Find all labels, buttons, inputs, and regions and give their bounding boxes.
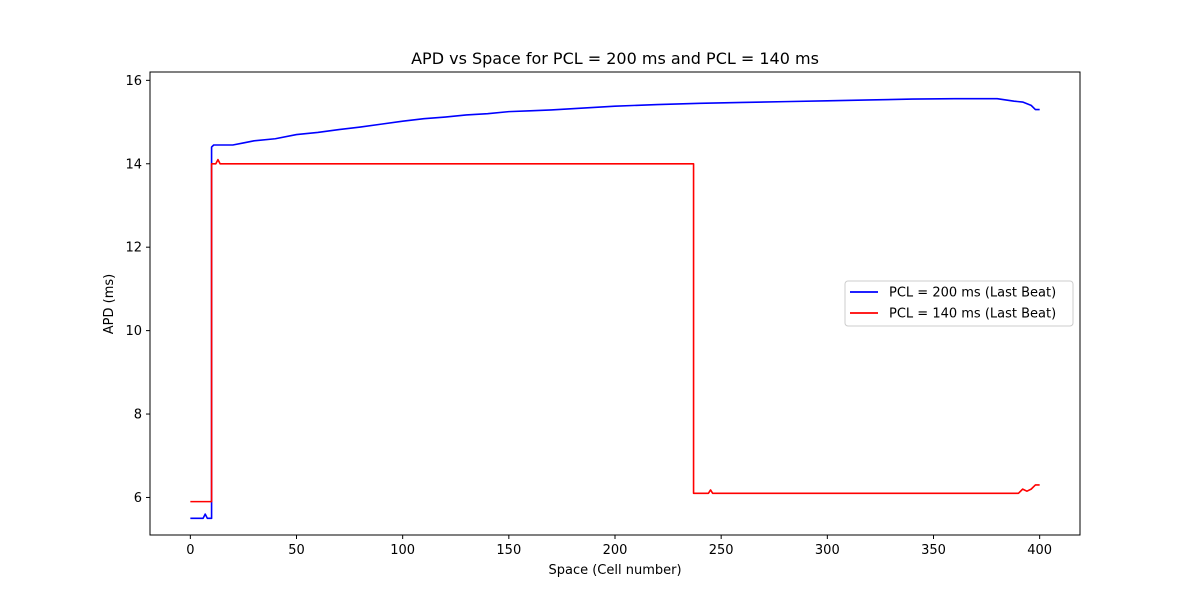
x-tick-label-50: 50 xyxy=(288,543,305,558)
x-tick-label-150: 150 xyxy=(496,543,521,558)
y-tick-label-16: 16 xyxy=(125,74,142,89)
legend-box xyxy=(844,280,1074,327)
legend-label-2: PCL = 140 ms (Last Beat) xyxy=(889,307,1056,322)
x-tick-label-200: 200 xyxy=(603,543,628,558)
x-tick-label-400: 400 xyxy=(1027,543,1052,558)
plot-area: 0 50 100 150 200 250 300 350 400 6 8 10 12 14 16 PCL = … xyxy=(125,71,1081,558)
y-tick-label-8: 8 xyxy=(134,408,142,423)
y-tick-label-10: 10 xyxy=(125,324,142,339)
x-tick-label-300: 300 xyxy=(815,543,840,558)
x-axis-label: Space (Cell number) xyxy=(548,563,681,578)
chart-title: APD vs Space for PCL = 200 ms and PCL = … xyxy=(411,49,819,68)
y-tick-label-12: 12 xyxy=(125,241,142,256)
x-tick-label-250: 250 xyxy=(709,543,734,558)
series-line-2 xyxy=(190,158,1040,503)
x-tick-label-350: 350 xyxy=(921,543,946,558)
y-tick-label-6: 6 xyxy=(134,491,142,506)
y-tick-label-14: 14 xyxy=(125,157,142,172)
y-axis-label: APD (ms) xyxy=(102,274,117,334)
series-line-1 xyxy=(190,97,1040,520)
x-tick-label-100: 100 xyxy=(390,543,415,558)
x-tick-label-0: 0 xyxy=(186,543,194,558)
legend-label-1: PCL = 200 ms (Last Beat) xyxy=(889,286,1056,301)
